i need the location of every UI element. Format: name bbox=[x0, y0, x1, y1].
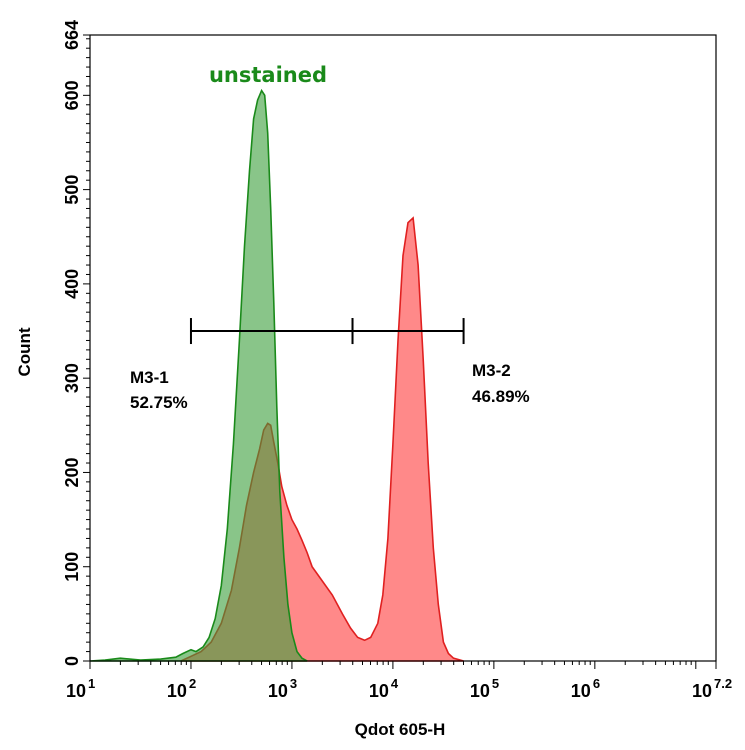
x-tick-exponent: 1 bbox=[88, 676, 95, 691]
x-tick-label: 10 7.2 bbox=[692, 676, 732, 701]
x-tick-exponent: 6 bbox=[593, 676, 600, 691]
y-tick-label: 664 bbox=[62, 20, 82, 50]
legend-unstained: unstained bbox=[209, 63, 327, 87]
x-tick-base: 10 bbox=[369, 681, 389, 701]
y-tick-label: 500 bbox=[62, 175, 82, 205]
plot-area bbox=[89, 88, 465, 662]
y-axis-label: Count bbox=[15, 327, 34, 376]
gate-m3-1-percent: 52.75% bbox=[130, 393, 188, 412]
x-tick-exponent: 7.2 bbox=[714, 676, 732, 691]
labels: Qdot 605-H Count unstained M3-1 52.75% M… bbox=[15, 63, 530, 739]
x-tick-label: 10 6 bbox=[571, 676, 600, 701]
x-tick-base: 10 bbox=[692, 681, 712, 701]
x-tick-base: 10 bbox=[66, 681, 86, 701]
plot-frame bbox=[89, 34, 717, 662]
y-tick-label: 200 bbox=[62, 457, 82, 487]
gate-m3-1-label: M3-1 bbox=[130, 368, 169, 387]
x-tick-label: 10 1 bbox=[66, 676, 95, 701]
x-tick-base: 10 bbox=[167, 681, 187, 701]
y-tick-label: 400 bbox=[62, 269, 82, 299]
x-tick-label: 10 3 bbox=[268, 676, 297, 701]
x-tick-label: 10 5 bbox=[470, 676, 499, 701]
x-axis-label: Qdot 605-H bbox=[355, 720, 446, 739]
x-tick-exponent: 4 bbox=[391, 676, 399, 691]
x-tick-base: 10 bbox=[268, 681, 288, 701]
gate-m3-2 bbox=[351, 318, 465, 345]
y-tick-label: 300 bbox=[62, 363, 82, 393]
gate-m3-2-label: M3-2 bbox=[472, 361, 511, 380]
x-tick-exponent: 3 bbox=[290, 676, 297, 691]
y-tick-label: 600 bbox=[62, 80, 82, 110]
gate-m3-2-percent: 46.89% bbox=[472, 387, 530, 406]
x-tick-exponent: 5 bbox=[492, 676, 499, 691]
x-tick-exponent: 2 bbox=[189, 676, 196, 691]
x-tick-base: 10 bbox=[470, 681, 490, 701]
y-tick-label: 100 bbox=[62, 552, 82, 582]
x-tick-base: 10 bbox=[571, 681, 591, 701]
series-unstained bbox=[89, 88, 308, 662]
x-tick-label: 10 2 bbox=[167, 676, 196, 701]
y-tick-label: 0 bbox=[62, 656, 82, 666]
x-tick-label: 10 4 bbox=[369, 676, 399, 701]
